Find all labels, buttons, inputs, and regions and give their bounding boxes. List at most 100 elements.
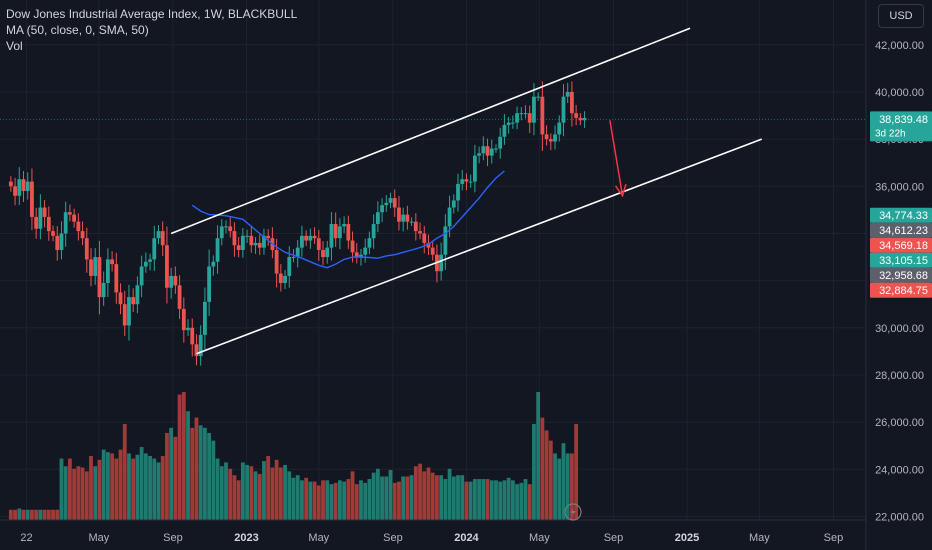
candle-body	[477, 153, 482, 156]
candle-body	[257, 242, 262, 248]
volume-bar	[527, 484, 532, 520]
candle-body	[51, 231, 55, 236]
volume-bar	[131, 458, 136, 520]
volume-bar	[278, 467, 283, 520]
candle-body	[110, 259, 114, 265]
candle-body	[207, 266, 212, 302]
volume-bar	[468, 481, 473, 520]
candle-body	[13, 186, 17, 196]
volume-bar	[553, 453, 557, 520]
volume-bar	[316, 485, 321, 520]
candle-body	[68, 212, 72, 215]
time-tick-label: May	[308, 532, 329, 544]
volume-bar	[51, 509, 55, 520]
candle-body	[333, 224, 338, 239]
candle-body	[515, 113, 519, 123]
volume-bar	[46, 509, 51, 520]
candle-body	[249, 235, 254, 246]
volume-bar	[435, 475, 439, 520]
candle-body	[127, 297, 131, 326]
volume-bar	[443, 479, 448, 520]
candle-body	[291, 257, 296, 259]
volume-bar	[253, 471, 258, 520]
candle-body	[489, 148, 494, 156]
ma-indicator-label[interactable]: MA (50, close, 0, SMA, 50)	[6, 23, 149, 37]
volume-bar	[426, 467, 431, 520]
price-label: 34,569.18	[870, 237, 932, 253]
candle-body	[337, 226, 342, 239]
candle-body	[367, 238, 372, 248]
volume-bar	[13, 509, 17, 520]
volume-bar	[388, 470, 393, 520]
candle-body	[160, 231, 165, 246]
volume-bar	[76, 466, 81, 520]
price-label-text: 33,105.15	[879, 255, 928, 267]
volume-bar	[245, 464, 249, 520]
candle-body	[76, 221, 81, 232]
volume-bar	[42, 509, 47, 520]
price-tick-label: 28,000.00	[875, 370, 924, 382]
volume-bar	[186, 411, 190, 520]
volume-bar	[190, 427, 195, 520]
candle-body	[582, 117, 587, 121]
volume-bar	[194, 417, 199, 520]
candle-body	[375, 212, 380, 225]
candle-body	[308, 235, 313, 241]
volume-bar	[333, 482, 338, 520]
candle-body	[527, 113, 532, 123]
time-tick-label: Sep	[383, 532, 403, 544]
price-label: 34,612.23	[870, 222, 932, 238]
candle-body	[177, 285, 182, 309]
candle-body	[38, 207, 43, 229]
currency-button[interactable]: USD	[878, 4, 924, 28]
time-tick-label: May	[88, 532, 109, 544]
candle-body	[548, 139, 553, 142]
volume-bar	[291, 477, 296, 520]
candle-body	[304, 235, 309, 241]
volume-bars	[8, 392, 579, 520]
candle-body	[544, 134, 549, 140]
volume-bar	[30, 509, 34, 520]
candle-body	[451, 200, 456, 208]
candle-body	[397, 207, 401, 222]
candle-body	[287, 257, 292, 276]
price-label-bg	[870, 267, 932, 283]
candle-body	[283, 275, 287, 283]
volume-bar	[34, 509, 39, 520]
candle-body	[413, 221, 418, 232]
volume-bar	[477, 479, 482, 520]
volume-bar	[363, 482, 368, 520]
volume-bar	[68, 458, 72, 520]
price-label-bg	[870, 222, 932, 238]
volume-bar	[540, 417, 545, 520]
volume-indicator-label[interactable]: Vol	[6, 39, 23, 53]
candle-body	[135, 285, 140, 305]
price-label-countdown: 3d 22h	[875, 128, 906, 139]
volume-bar	[156, 462, 161, 520]
volume-bar	[557, 458, 562, 520]
candle-body	[523, 113, 528, 115]
time-tick-label: Sep	[824, 532, 844, 544]
volume-bar	[439, 475, 444, 520]
candle-body	[224, 226, 228, 228]
candle-body	[510, 122, 515, 124]
volume-bar	[380, 476, 384, 520]
price-tick-label: 30,000.00	[875, 323, 924, 335]
volume-bar	[354, 484, 359, 520]
volume-bar	[211, 440, 216, 520]
symbol-title[interactable]: Dow Jones Industrial Average Index, 1W, …	[6, 7, 298, 21]
volume-bar	[502, 480, 507, 520]
candle-body	[101, 282, 106, 298]
candle-body	[245, 235, 249, 237]
candle-body	[190, 327, 195, 345]
candle-body	[194, 344, 199, 357]
price-label: 32,884.75	[870, 282, 932, 298]
volume-bar	[350, 471, 355, 520]
candle-body	[498, 136, 503, 149]
volume-bar	[198, 425, 203, 520]
candle-body	[262, 235, 266, 248]
price-label-text: 34,612.23	[879, 225, 928, 237]
candle-body	[202, 301, 207, 335]
volume-bar	[127, 453, 131, 520]
